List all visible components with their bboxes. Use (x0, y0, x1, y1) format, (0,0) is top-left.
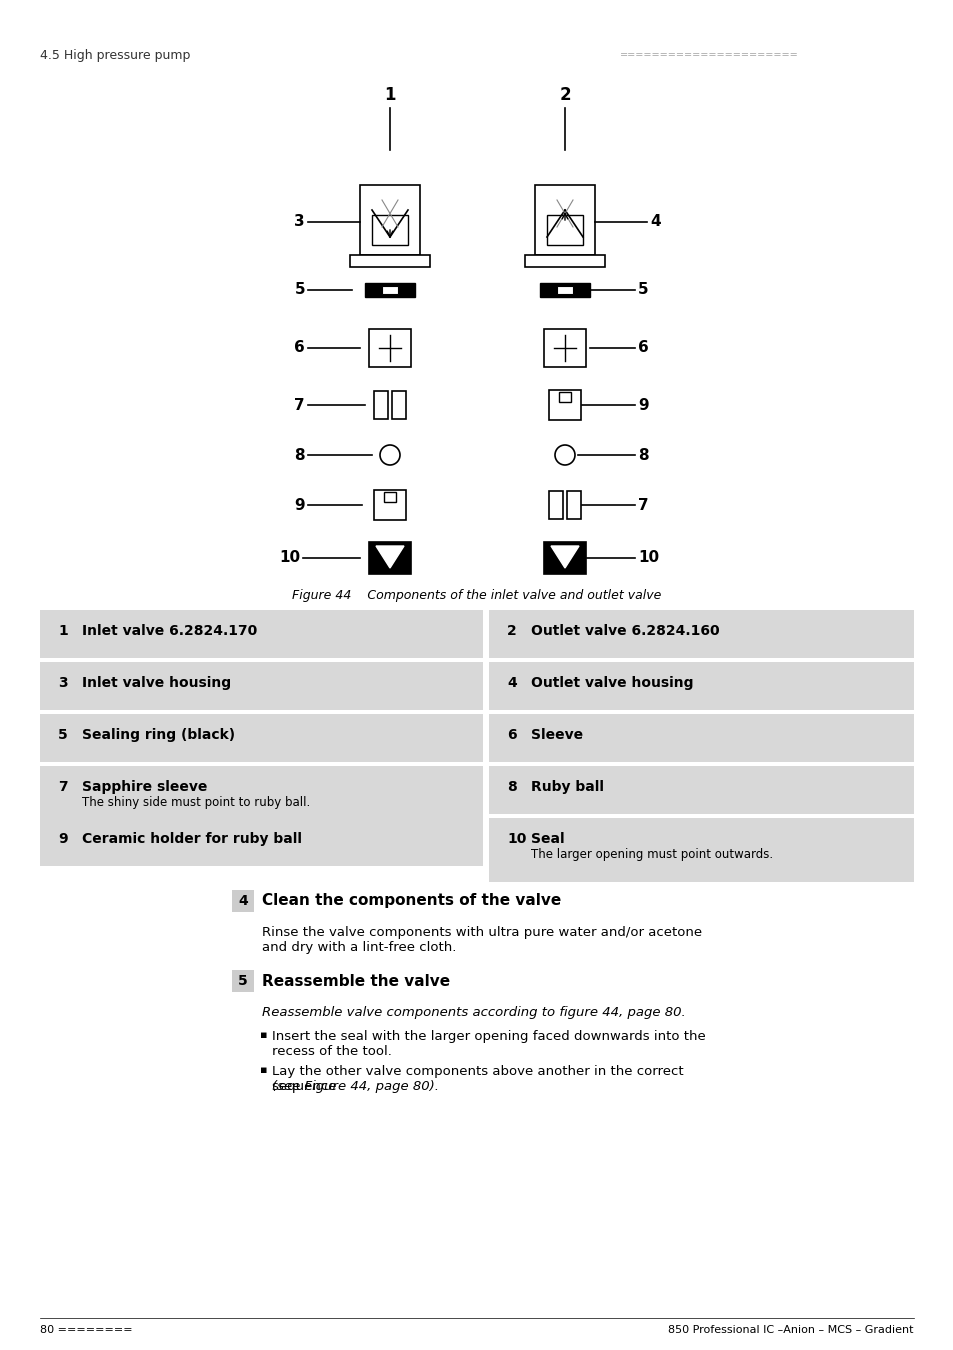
Text: Ceramic holder for ruby ball: Ceramic holder for ruby ball (82, 832, 302, 846)
Text: 5: 5 (638, 282, 648, 297)
Bar (359, 185, 419, 255)
Text: Reassemble the valve: Reassemble the valve (262, 973, 450, 988)
Text: 10: 10 (638, 551, 659, 566)
Text: Lay the other valve components above another in the correct
sequence: Lay the other valve components above ano… (272, 1065, 683, 1094)
Text: Figure 44    Components of the inlet valve and outlet valve: Figure 44 Components of the inlet valve … (292, 589, 661, 602)
Text: Rinse the valve components with ultra pure water and/or acetone
and dry with a l: Rinse the valve components with ultra pu… (262, 926, 701, 954)
Text: Sapphire sleeve: Sapphire sleeve (82, 780, 207, 794)
Text: Seal: Seal (531, 832, 564, 846)
Bar (539, 284, 589, 297)
Text: (see Figure 44, page 80).: (see Figure 44, page 80). (272, 1080, 438, 1094)
Text: 2: 2 (558, 86, 570, 104)
Text: Sealing ring (black): Sealing ring (black) (82, 728, 234, 743)
Bar (232, 971, 253, 992)
Text: 4: 4 (649, 215, 659, 230)
Text: 9: 9 (58, 832, 68, 846)
Bar (365, 284, 415, 297)
Bar (40, 765, 482, 830)
Text: 80 ========: 80 ======== (40, 1324, 132, 1335)
Bar (374, 490, 406, 520)
Text: 6: 6 (506, 728, 517, 743)
Text: 8: 8 (638, 447, 648, 463)
Bar (489, 765, 913, 814)
Text: 6: 6 (638, 340, 648, 355)
Text: 8: 8 (506, 780, 517, 794)
Text: Inlet valve 6.2824.170: Inlet valve 6.2824.170 (82, 624, 257, 639)
Bar (535, 185, 595, 255)
Text: 6: 6 (294, 340, 305, 355)
Text: Inlet valve housing: Inlet valve housing (82, 676, 231, 690)
Bar (374, 392, 388, 418)
Text: 5: 5 (294, 282, 305, 297)
Text: ▪: ▪ (260, 1065, 267, 1075)
Bar (546, 215, 582, 244)
Text: ▪: ▪ (260, 1030, 267, 1040)
Bar (558, 392, 571, 402)
Bar (543, 329, 585, 367)
Bar (489, 818, 913, 882)
Bar (548, 390, 580, 420)
Bar (543, 541, 585, 574)
Text: 7: 7 (58, 780, 68, 794)
Text: The larger opening must point outwards.: The larger opening must point outwards. (531, 848, 772, 861)
Text: 7: 7 (638, 498, 648, 513)
Bar (489, 662, 913, 710)
Bar (384, 491, 395, 502)
Bar (557, 286, 573, 294)
Polygon shape (551, 545, 578, 568)
Text: 2: 2 (506, 624, 517, 639)
Text: The shiny side must point to ruby ball.: The shiny side must point to ruby ball. (82, 796, 310, 809)
Text: 850 Professional IC –Anion – MCS – Gradient: 850 Professional IC –Anion – MCS – Gradi… (668, 1324, 913, 1335)
Polygon shape (375, 545, 403, 568)
Bar (548, 491, 562, 518)
Bar (566, 491, 580, 518)
Text: 9: 9 (294, 498, 305, 513)
Text: Ruby ball: Ruby ball (531, 780, 603, 794)
Text: 3: 3 (58, 676, 68, 690)
Bar (372, 215, 408, 244)
Text: 7: 7 (294, 397, 305, 413)
Text: 1: 1 (384, 86, 395, 104)
Bar (489, 714, 913, 761)
Bar (524, 255, 604, 267)
Text: 5: 5 (238, 973, 248, 988)
Text: Outlet valve housing: Outlet valve housing (531, 676, 693, 690)
Bar (489, 610, 913, 657)
Text: 9: 9 (638, 397, 648, 413)
Text: 3: 3 (294, 215, 305, 230)
Text: 4.5 High pressure pump: 4.5 High pressure pump (40, 49, 191, 62)
Text: 10: 10 (278, 551, 299, 566)
Bar (40, 610, 482, 657)
Text: ======================: ====================== (619, 50, 798, 59)
Bar (232, 890, 253, 913)
Bar (350, 255, 430, 267)
Text: Reassemble valve components according to figure 44, page 80.: Reassemble valve components according to… (262, 1006, 685, 1019)
Text: 1: 1 (58, 624, 68, 639)
Text: Insert the seal with the larger opening faced downwards into the
recess of the t: Insert the seal with the larger opening … (272, 1030, 705, 1058)
Bar (369, 329, 411, 367)
Bar (369, 541, 411, 574)
Bar (40, 662, 482, 710)
Bar (40, 714, 482, 761)
Text: Outlet valve 6.2824.160: Outlet valve 6.2824.160 (531, 624, 719, 639)
Bar (40, 818, 482, 865)
Text: 10: 10 (506, 832, 526, 846)
Text: 4: 4 (506, 676, 517, 690)
Text: Sleeve: Sleeve (531, 728, 582, 743)
Bar (392, 392, 406, 418)
Text: 5: 5 (58, 728, 68, 743)
Text: Clean the components of the valve: Clean the components of the valve (262, 894, 560, 909)
Text: 4: 4 (238, 894, 248, 909)
Bar (381, 286, 397, 294)
Text: 8: 8 (294, 447, 305, 463)
